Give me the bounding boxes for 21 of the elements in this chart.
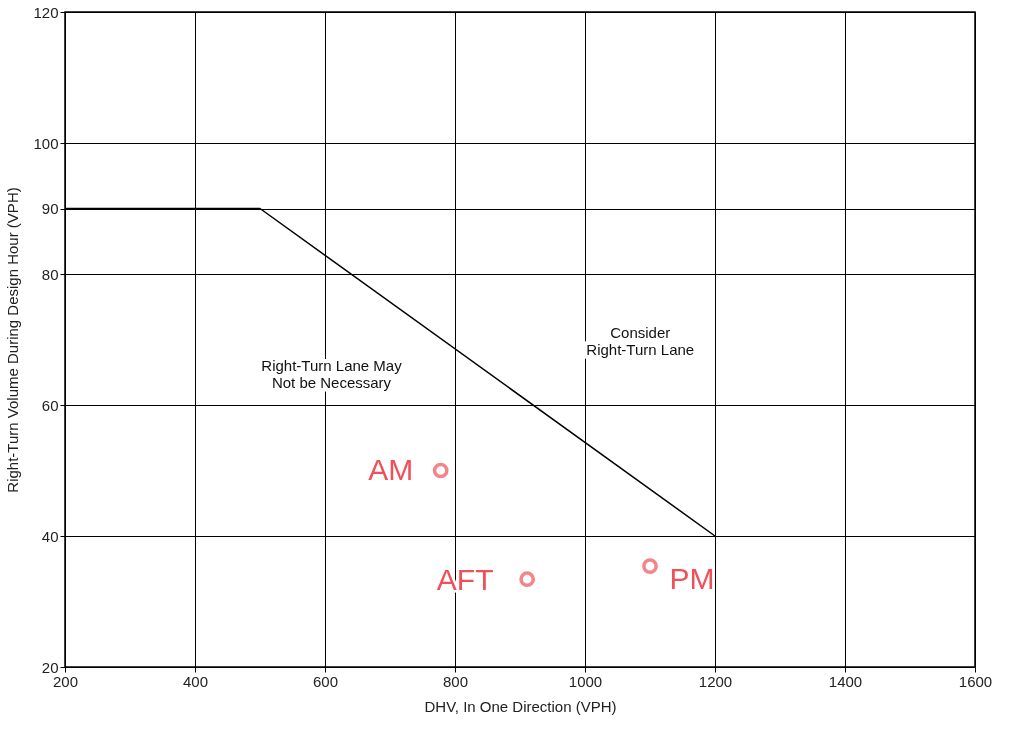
x-tick-label: 1600 — [958, 672, 993, 690]
y-tick-label: 80 — [41, 265, 59, 283]
y-axis-title: Right-Turn Volume During Design Hour (VPH) — [4, 187, 22, 493]
x-tick-label: 1400 — [828, 672, 863, 690]
annotation: PM — [669, 562, 715, 596]
x-axis-title: DHV, In One Direction (VPH) — [424, 697, 617, 715]
x-tick-label: 600 — [312, 672, 339, 690]
point — [432, 462, 449, 479]
x-tick-label: 400 — [182, 672, 209, 690]
x-tick-label: 1200 — [698, 672, 733, 690]
x-tick-label: 1000 — [568, 672, 603, 690]
y-tick-label: 120 — [33, 3, 59, 21]
y-tick-label: 40 — [41, 527, 59, 545]
point — [519, 571, 536, 588]
y-tick-label: 60 — [41, 396, 59, 414]
y-tick-label: 100 — [33, 134, 59, 152]
y-tick-label: 90 — [41, 200, 59, 217]
annotation: AM — [368, 452, 414, 486]
x-tick-label: 800 — [442, 672, 469, 690]
point — [642, 558, 658, 574]
annotation: Consider Right-Turn Lane — [586, 323, 695, 358]
